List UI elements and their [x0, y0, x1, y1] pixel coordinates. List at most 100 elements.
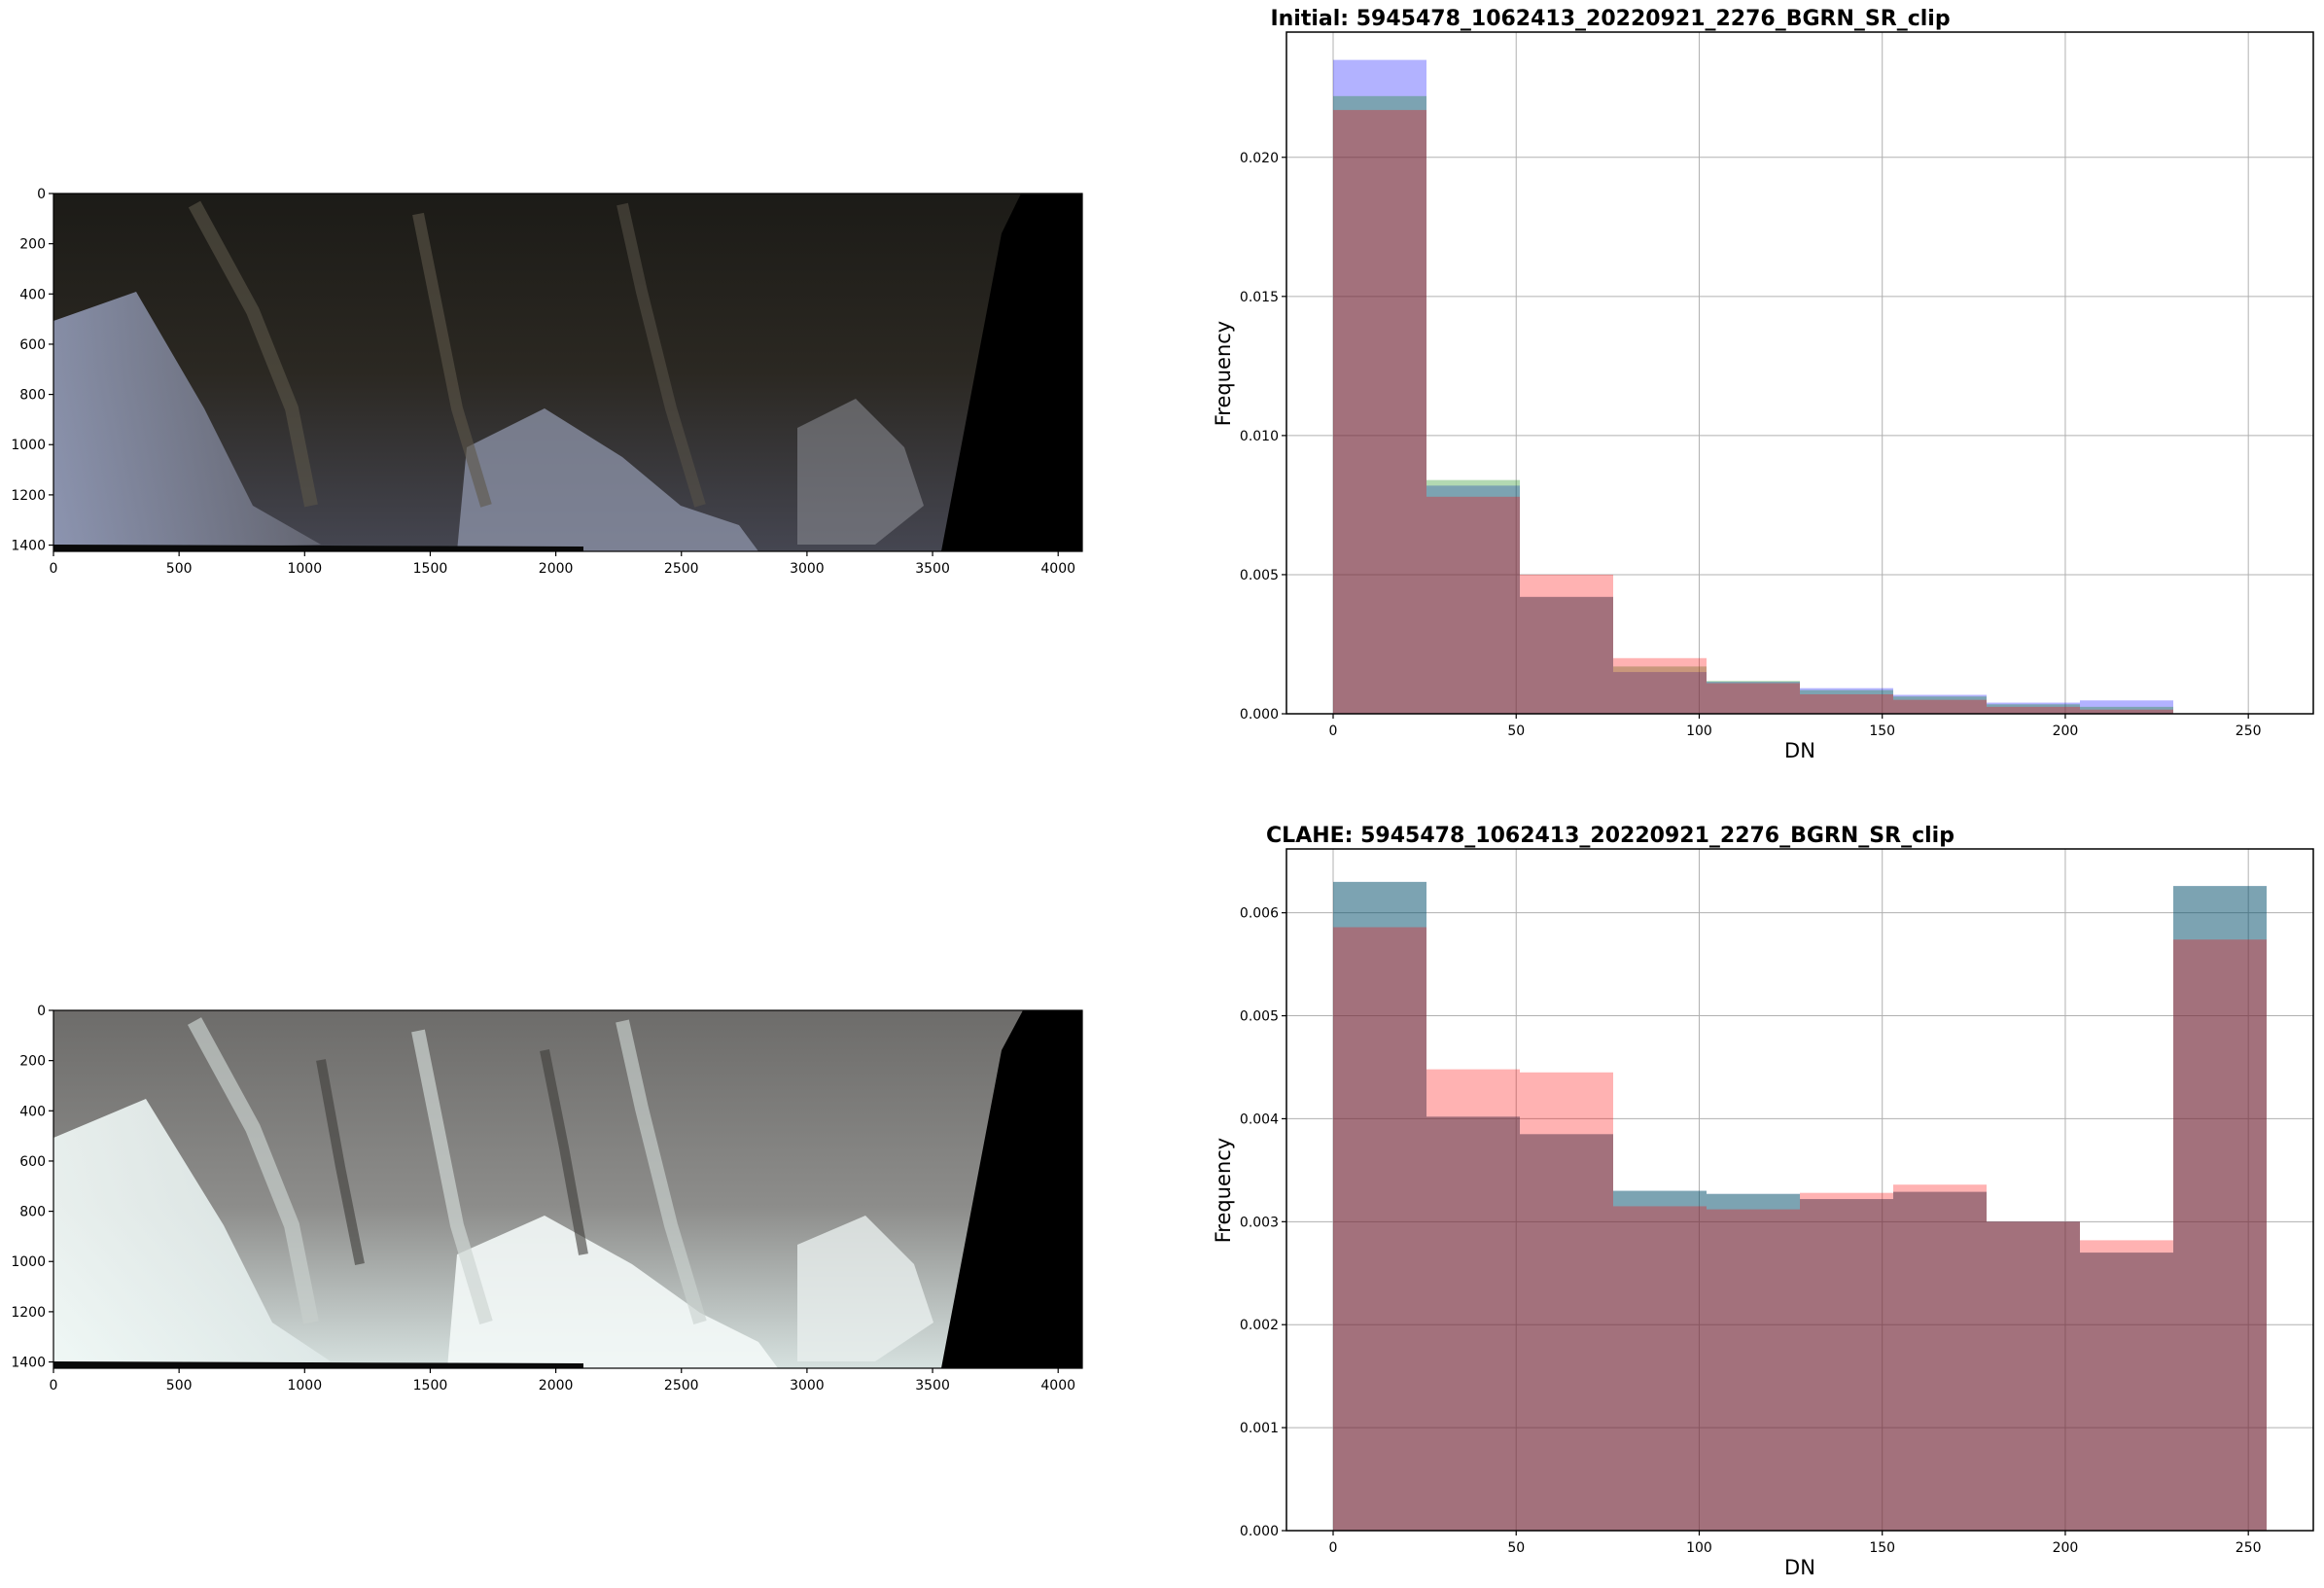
hist1-ytick-label: 0.020 [1240, 151, 1279, 166]
img1-xtick-label: 4000 [1040, 561, 1075, 577]
hist2-bar-series1 [2080, 1253, 2173, 1531]
hist1-bar-series1 [1987, 704, 2080, 714]
hist2-xtick-label: 50 [1507, 1540, 1525, 1556]
hist2-bar-series2 [1613, 1206, 1707, 1531]
clahe-image-y-ticks: 0 200 400 600 800 1000 1200 1400 [11, 1004, 53, 1371]
img1-xtick-label: 3000 [790, 561, 825, 577]
hist2-bar-series2 [1800, 1192, 1893, 1531]
img2-ytick-label: 400 [19, 1104, 46, 1119]
hist2-bar-series0 [2173, 886, 2267, 1531]
hist2-bar-series2 [1987, 1221, 2080, 1531]
img2-xtick-label: 0 [50, 1378, 58, 1394]
clahe-histogram-y-ticks: 0.000 0.001 0.002 0.003 0.004 0.005 0.006 [1240, 906, 1286, 1539]
clahe-image-x-ticks: 0 500 1000 1500 2000 2500 3000 3500 4000 [50, 1368, 1075, 1394]
clahe-histogram-frame [1285, 848, 2314, 1532]
img2-xtick-label: 3000 [790, 1378, 825, 1394]
hist1-bar-series1 [1800, 689, 1893, 714]
hist2-bar-series1 [1333, 881, 1426, 1531]
hist1-xtick-label: 50 [1507, 723, 1525, 739]
hist2-bar-series1 [2173, 886, 2267, 1531]
hist1-bar-series1 [1893, 696, 1987, 714]
hist2-bar-series0 [1520, 1134, 1613, 1531]
clahe-histogram-bars [1333, 881, 2267, 1531]
hist1-bar-series0 [1707, 682, 1800, 714]
hist1-bar-series0 [1613, 672, 1707, 714]
initial-histogram-title: Initial: 5945478_1062413_20220921_2276_B… [1270, 7, 1950, 31]
hist1-ytick-label: 0.010 [1240, 429, 1279, 444]
clahe-image-frame [53, 1009, 1083, 1369]
hist2-bar-series2 [1426, 1069, 1520, 1531]
hist1-bar-series0 [1333, 59, 1426, 714]
img1-ytick-label: 600 [19, 337, 46, 353]
clahe-histogram-x-ticks: 0 50 100 150 200 250 [1329, 1531, 2262, 1556]
img1-ytick-label: 0 [37, 187, 46, 202]
hist1-ytick-label: 0.015 [1240, 290, 1279, 305]
hist1-bar-series2 [1893, 699, 1987, 714]
hist1-bar-series0 [1987, 702, 2080, 714]
hist1-ytick-label: 0.005 [1240, 568, 1279, 583]
hist1-bar-series1 [2080, 706, 2173, 714]
initial-image-frame [53, 193, 1083, 552]
clahe-image-axes: 0 500 1000 1500 2000 2500 3000 3500 4000 0 200 400… [11, 1004, 1083, 1394]
hist1-bar-series0 [1520, 596, 1613, 714]
hist2-bar-series2 [1707, 1209, 1800, 1531]
hist2-bar-series2 [2080, 1240, 2173, 1531]
hist1-bar-series0 [2080, 700, 2173, 714]
hist1-bar-series2 [1333, 110, 1426, 715]
img2-xtick-label: 1000 [287, 1378, 322, 1394]
hist1-bar-series2 [1426, 496, 1520, 714]
hist1-xtick-label: 200 [2053, 723, 2079, 739]
img2-ytick-label: 200 [19, 1054, 46, 1070]
hist2-ytick-label: 0.000 [1240, 1524, 1279, 1539]
img1-ytick-label: 1000 [11, 438, 46, 453]
img1-ytick-label: 200 [19, 237, 46, 253]
hist1-bar-series1 [1613, 666, 1707, 714]
img2-ytick-label: 1400 [11, 1356, 46, 1371]
hist1-xtick-label: 250 [2236, 723, 2262, 739]
hist2-xtick-label: 100 [1686, 1540, 1712, 1556]
hist1-bar-series2 [1613, 657, 1707, 714]
hist2-bar-series0 [1613, 1190, 1707, 1531]
hist2-bar-series1 [1707, 1193, 1800, 1531]
img1-ytick-label: 800 [19, 388, 46, 404]
img2-xtick-label: 500 [166, 1378, 193, 1394]
hist1-bar-series0 [1426, 485, 1520, 714]
hist1-bar-series0 [1800, 688, 1893, 714]
img2-ytick-label: 800 [19, 1205, 46, 1220]
hist1-bar-series1 [1426, 479, 1520, 714]
hist2-ytick-label: 0.005 [1240, 1009, 1279, 1025]
clahe-histogram-ylabel: Frequency [1212, 1138, 1235, 1244]
clahe-satellite-image [53, 1010, 1082, 1368]
img2-ytick-label: 1000 [11, 1254, 46, 1270]
img1-xtick-label: 2000 [539, 561, 574, 577]
hist2-xtick-label: 250 [2236, 1540, 2262, 1556]
initial-histogram-x-ticks: 0 50 100 150 200 250 [1329, 714, 2262, 739]
hist2-ytick-label: 0.001 [1240, 1421, 1279, 1436]
img1-ytick-label: 1400 [11, 539, 46, 554]
hist2-bar-series0 [1426, 1116, 1520, 1531]
hist2-bar-series0 [1333, 881, 1426, 1531]
hist2-bar-series1 [1987, 1221, 2080, 1531]
hist1-xtick-label: 0 [1329, 723, 1338, 739]
initial-histogram-frame [1285, 31, 2314, 715]
hist1-bar-series1 [1333, 95, 1426, 714]
hist2-bar-series0 [1800, 1199, 1893, 1531]
hist2-bar-series2 [1520, 1072, 1613, 1531]
img1-xtick-label: 0 [50, 561, 58, 577]
hist1-bar-series1 [1707, 681, 1800, 714]
img1-xtick-label: 3500 [915, 561, 950, 577]
img1-xtick-label: 500 [166, 561, 193, 577]
img1-xtick-label: 1500 [413, 561, 448, 577]
hist2-bar-series2 [1893, 1184, 1987, 1531]
img2-ytick-label: 1200 [11, 1305, 46, 1321]
hist1-bar-series0 [1893, 694, 1987, 714]
hist2-bar-series1 [1426, 1116, 1520, 1531]
hist2-bar-series0 [1893, 1191, 1987, 1531]
hist1-bar-series2 [1800, 693, 1893, 714]
img1-xtick-label: 1000 [287, 561, 322, 577]
initial-histogram-xlabel: DN [1784, 739, 1815, 762]
hist2-bar-series2 [2173, 939, 2267, 1531]
hist2-bar-series1 [1800, 1199, 1893, 1531]
hist2-ytick-label: 0.006 [1240, 906, 1279, 922]
